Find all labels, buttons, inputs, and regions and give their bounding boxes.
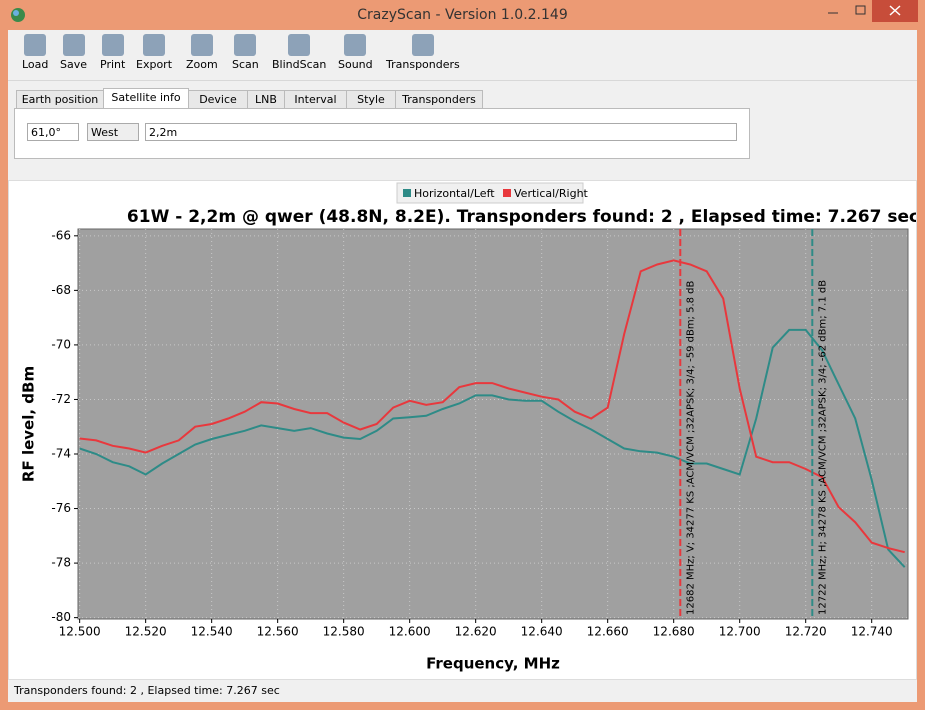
toolbar-label: Zoom: [186, 58, 218, 71]
data-line: [79, 328, 906, 568]
x-tick-label: 12.600: [389, 625, 431, 639]
y-tick-label: -76: [51, 501, 71, 515]
y-tick-label: -70: [51, 337, 71, 351]
toolbar-button[interactable]: BlindScan: [272, 34, 326, 71]
x-tick-label: 12.680: [653, 625, 695, 639]
toolbar-label: BlindScan: [272, 58, 327, 71]
client-area: Load Save Print Export Zoom Scan BlindScan Soun…: [8, 30, 917, 702]
dish-input[interactable]: 2,2m: [145, 123, 737, 141]
x-axis-label: Frequency, MHz: [426, 655, 560, 673]
tab[interactable]: LNB: [247, 90, 285, 108]
toolbar-button[interactable]: Export: [136, 34, 172, 71]
tab[interactable]: Device: [188, 90, 248, 108]
tab[interactable]: Style: [346, 90, 396, 108]
x-tick-label: 12.740: [851, 625, 893, 639]
toolbar-icon: [190, 34, 213, 56]
tab[interactable]: Satellite info: [103, 88, 189, 109]
chart-container: 61W - 2,2m @ qwer (48.8N, 8.2E). Transpo…: [8, 180, 917, 680]
toolbar-label: Transponders: [386, 58, 460, 71]
plot-area: [77, 228, 909, 620]
x-tick-label: 12.720: [785, 625, 827, 639]
transponder-label: 12682 MHz; V; 34277 KS ;ACM/VCM ;32APSK;…: [685, 280, 696, 615]
app-icon: [11, 8, 25, 22]
toolbar: Load Save Print Export Zoom Scan BlindScan Soun…: [8, 30, 917, 81]
y-tick-label: -78: [51, 556, 71, 570]
tab[interactable]: Transponders: [395, 90, 483, 108]
x-tick-label: 12.520: [125, 625, 167, 639]
toolbar-button[interactable]: Transponders: [386, 34, 460, 71]
toolbar-icon: [143, 34, 165, 56]
legend-label: Vertical/Right: [514, 187, 589, 200]
x-tick-label: 12.660: [587, 625, 629, 639]
tab[interactable]: Interval: [284, 90, 347, 108]
y-tick-label: -68: [51, 283, 71, 297]
position-input[interactable]: 61,0°: [27, 123, 79, 141]
toolbar-button[interactable]: Load: [22, 34, 48, 71]
toolbar-button[interactable]: Save: [60, 34, 87, 71]
x-tick-label: 12.580: [323, 625, 365, 639]
toolbar-label: Sound: [338, 58, 373, 71]
legend-swatch: [403, 189, 411, 197]
y-tick-label: -66: [51, 228, 71, 242]
toolbar-button[interactable]: Print: [100, 34, 125, 71]
status-bar: Transponders found: 2 , Elapsed time: 7.…: [14, 684, 280, 697]
toolbar-icon: [24, 34, 47, 56]
x-tick-label: 12.700: [719, 625, 761, 639]
tab[interactable]: Earth position: [16, 90, 104, 108]
transponder-label: 12722 MHz; H; 34278 KS ;ACM/VCM ;32APSK;…: [817, 280, 828, 615]
data-line: [79, 259, 905, 554]
y-tick-label: -80: [51, 610, 71, 624]
toolbar-icon: [101, 34, 124, 56]
toolbar-label: Print: [100, 58, 126, 71]
legend-swatch: [503, 189, 511, 197]
legend-label: Horizontal/Left: [414, 187, 495, 200]
toolbar-icon: [344, 34, 367, 56]
x-tick-label: 12.540: [191, 625, 233, 639]
toolbar-icon: [411, 34, 434, 56]
toolbar-label: Load: [22, 58, 49, 71]
x-tick-label: 12.620: [455, 625, 497, 639]
satellite-info-panel: 61,0° West 2,2m: [14, 108, 750, 159]
y-axis-label: RF level, dBm: [20, 366, 38, 482]
toolbar-label: Export: [136, 58, 173, 71]
legend-box: [396, 182, 584, 204]
window-title: CrazyScan - Version 1.0.2.149: [357, 7, 568, 23]
chart: 61W - 2,2m @ qwer (48.8N, 8.2E). Transpo…: [20, 182, 916, 673]
y-tick-label: -72: [51, 392, 71, 406]
toolbar-icon: [234, 34, 257, 56]
x-tick-label: 12.640: [521, 625, 563, 639]
toolbar-button[interactable]: Scan: [232, 34, 259, 71]
y-tick-label: -74: [51, 447, 71, 461]
direction-select[interactable]: West: [87, 123, 139, 141]
x-tick-label: 12.560: [257, 625, 299, 639]
toolbar-button[interactable]: Zoom: [186, 34, 218, 71]
chart-title: 61W - 2,2m @ qwer (48.8N, 8.2E). Transpo…: [127, 207, 916, 227]
toolbar-button[interactable]: Sound: [338, 34, 373, 71]
toolbar-label: Save: [60, 58, 88, 71]
x-tick-label: 12.500: [59, 625, 101, 639]
toolbar-icon: [62, 34, 85, 56]
toolbar-icon: [288, 34, 311, 56]
window-controls[interactable]: [820, 0, 925, 22]
toolbar-label: Scan: [232, 58, 259, 71]
